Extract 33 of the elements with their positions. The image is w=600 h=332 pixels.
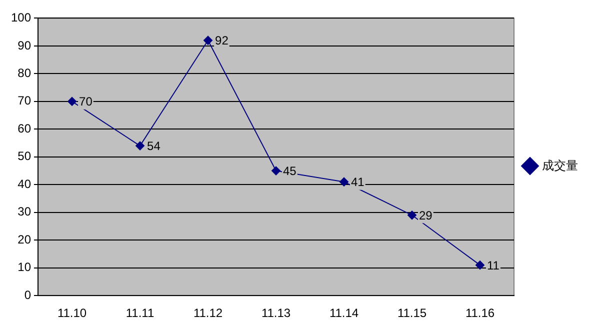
y-tick-label: 30 [18, 204, 32, 219]
y-tick-label: 60 [18, 121, 32, 136]
y-tick-label: 50 [18, 149, 32, 164]
point [204, 36, 213, 45]
y-tick-label: 90 [18, 38, 32, 52]
y-tick-label: 20 [18, 232, 32, 246]
legend-label: 成交量 [542, 158, 578, 172]
y-tick-label: 40 [18, 176, 32, 191]
data-label: 29 [419, 208, 433, 222]
x-tick-label: 11.11 [126, 306, 154, 320]
y-tick-label: 100 [10, 10, 32, 25]
point [68, 96, 77, 106]
point [408, 210, 417, 220]
data-label: 41 [351, 175, 365, 190]
point [340, 177, 349, 186]
x-tick-label: 11.10 [57, 306, 87, 320]
data-label: 54 [147, 139, 161, 154]
point [272, 166, 281, 176]
x-tick-label: 11.13 [261, 306, 291, 320]
y-tick-label: 0 [24, 288, 32, 302]
y-tick-label: 10 [18, 260, 32, 274]
point [476, 260, 484, 270]
x-tick-label: 11.16 [465, 306, 495, 320]
data-label: 45 [283, 164, 297, 178]
data-label: 92 [215, 34, 229, 48]
x-tick-label: 11.12 [193, 306, 223, 320]
data-label: 11 [487, 258, 500, 272]
x-tick-label: 11.14 [329, 306, 359, 320]
y-tick-label: 80 [18, 66, 32, 80]
point [136, 141, 145, 150]
x-tick-label: 11.15 [397, 306, 427, 320]
data-label: 70 [79, 94, 93, 109]
y-tick-label: 70 [18, 94, 32, 108]
